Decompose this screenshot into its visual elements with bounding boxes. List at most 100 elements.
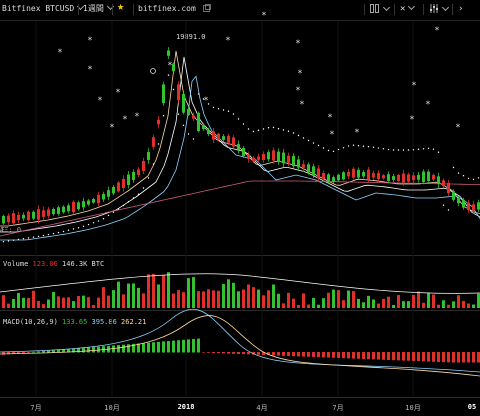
candle-body	[437, 176, 440, 185]
sar-dot	[452, 166, 455, 169]
sar-dot	[237, 118, 240, 120]
sar-dot	[217, 108, 220, 110]
sar-dot	[222, 109, 225, 111]
star-marker: *	[295, 39, 300, 49]
time-axis-label: 2018	[177, 403, 195, 411]
candle-body	[67, 205, 70, 212]
pane-divider[interactable]	[0, 255, 480, 256]
sar-dot	[422, 148, 425, 150]
candle-body	[277, 151, 280, 162]
candle-body	[127, 174, 130, 185]
volume-bar	[17, 292, 20, 308]
interval-selector[interactable]: 1週間	[83, 2, 114, 15]
candle-body	[167, 50, 170, 56]
volume-bar	[67, 297, 70, 308]
candle-body	[77, 202, 80, 210]
candle-body	[377, 172, 380, 180]
pane-divider[interactable]	[0, 310, 480, 311]
star-marker: *	[203, 96, 208, 106]
sar-dot	[402, 149, 405, 151]
volume-bar	[447, 304, 450, 308]
candle-body	[147, 152, 150, 160]
candle-body	[7, 215, 10, 223]
volume-unit: BTC	[91, 260, 105, 268]
macd-histogram-bar	[372, 352, 375, 360]
volume-bar	[377, 303, 380, 308]
macd-line-value: 395.86	[91, 318, 117, 326]
volume-bar	[137, 287, 140, 308]
macd-histogram-bar	[362, 352, 365, 359]
volume-bar	[217, 290, 220, 308]
candle-body	[337, 174, 340, 181]
indicators-button[interactable]	[429, 3, 450, 16]
price-pane[interactable]	[0, 21, 480, 255]
sar-dot	[42, 234, 45, 237]
sar-dot	[102, 218, 105, 220]
sar-dot	[272, 126, 275, 129]
volume-bar	[327, 292, 330, 308]
layout-button[interactable]	[370, 3, 391, 16]
compare-button[interactable]: ✕	[400, 2, 416, 15]
candle-body	[117, 182, 120, 192]
macd-histogram-bar	[332, 352, 335, 358]
sar-dot	[357, 145, 360, 147]
volume-bar	[197, 291, 200, 308]
candle-body	[287, 155, 290, 163]
volume-bar	[352, 291, 355, 308]
sar-dot	[442, 204, 445, 206]
macd-histogram-bar	[97, 346, 100, 353]
sar-dot	[27, 237, 30, 239]
macd-histogram-bar	[172, 340, 175, 353]
sar-dot	[137, 193, 140, 195]
sar-dot	[92, 222, 95, 224]
time-axis[interactable]: 7月 10月 2018 4月 7月 10月 05	[0, 397, 480, 416]
sar-dot	[372, 146, 375, 148]
volume-bar	[477, 293, 480, 308]
macd-histogram-bar	[412, 352, 415, 361]
site-link[interactable]: bitfinex.com	[138, 3, 211, 15]
macd-histogram-bar	[197, 338, 200, 353]
sar-dot	[97, 220, 100, 222]
star-marker: *	[97, 96, 102, 106]
macd-line	[0, 308, 480, 373]
favorite-star-icon[interactable]: ★	[117, 0, 125, 13]
volume-title: Volume	[3, 260, 29, 268]
volume-bar	[457, 295, 460, 308]
sar-dot	[7, 240, 10, 242]
volume-legend: Volume 123.06 146.3K BTC	[3, 260, 104, 269]
volume-bar	[282, 303, 285, 308]
macd-histogram-bar	[452, 352, 455, 363]
chevron-right-icon: ›	[458, 4, 464, 14]
volume-bar	[92, 304, 95, 308]
sliders-icon	[430, 4, 438, 13]
more-button[interactable]: ›	[458, 3, 463, 15]
macd-signal-line	[0, 315, 480, 377]
time-axis-label: 10月	[104, 404, 120, 412]
volume-bar	[152, 273, 155, 308]
macd-histogram-bar	[392, 352, 395, 361]
candle-body	[347, 171, 350, 177]
volume-value-total: 146.3K	[62, 260, 88, 268]
star-marker: *	[115, 88, 120, 98]
candle-body	[47, 209, 50, 216]
candle-body	[172, 63, 175, 72]
volume-bar	[57, 296, 60, 308]
macd-histogram-bar	[407, 352, 410, 361]
sar-dot	[277, 128, 280, 130]
volume-bar	[27, 297, 30, 308]
max-price-label: 19891.0	[176, 33, 206, 41]
candle-body	[422, 171, 425, 183]
candle-body	[432, 174, 435, 180]
symbol-selector[interactable]: Bitfinex BTCUSD	[2, 2, 85, 15]
star-marker: *	[354, 128, 359, 138]
candle-body	[37, 209, 40, 220]
volume-bar	[432, 294, 435, 308]
volume-bar	[242, 289, 245, 308]
volume-bar	[372, 299, 375, 308]
sar-dot	[52, 232, 55, 235]
sar-dot	[417, 148, 420, 150]
macd-histogram-bar	[347, 352, 350, 359]
volume-bar	[262, 295, 265, 308]
macd-histogram-bar	[272, 352, 275, 356]
candle-body	[87, 200, 90, 205]
